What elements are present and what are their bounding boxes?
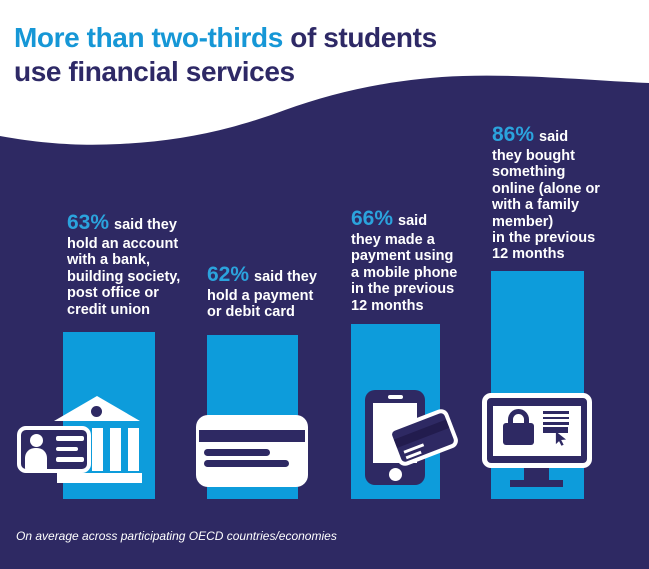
bank-column [110, 428, 121, 471]
title-line-1: More than two-thirds of students [14, 21, 437, 55]
screen-button-bar [543, 427, 568, 433]
title-highlight: More than two-thirds [14, 22, 283, 53]
id-card-text-line [56, 446, 78, 451]
stat-line: in the previous [492, 230, 596, 247]
stat-block-mobile-payment: 66% said they made a payment using a mobi… [351, 208, 457, 314]
online-shopping-icon [482, 393, 592, 487]
bank-icon [17, 392, 143, 484]
stat-line: 12 months [492, 246, 565, 263]
footnote: On average across participating OECD cou… [16, 529, 337, 543]
screen-text-line [543, 416, 569, 419]
stat-block-payment-card: 62% said they hold a payment or debit car… [207, 264, 317, 321]
stat-line: in the previous [351, 281, 455, 298]
stat-percent: 63% [67, 211, 110, 234]
phone-home-button [388, 468, 402, 481]
monitor-screen [493, 406, 581, 456]
stat-lead-line: 86% said [492, 124, 600, 148]
title-line-2: use financial services [14, 56, 295, 87]
monitor-stand-stem [524, 468, 549, 480]
card-detail-line [204, 460, 289, 467]
stat-line: 12 months [351, 297, 424, 314]
monitor-stand-base [510, 480, 563, 487]
title-rest: of students [282, 22, 437, 53]
stat-line: credit union [67, 301, 150, 318]
stat-line: online (alone or [492, 180, 600, 197]
card-magnetic-stripe [199, 430, 305, 442]
stat-line: with a bank, [67, 252, 150, 269]
stat-line: a mobile phone [351, 264, 458, 281]
padlock-icon [503, 423, 534, 445]
stat-line: they bought [492, 148, 575, 164]
stat-lead-rest: said they [254, 269, 317, 285]
stat-line: member) [492, 213, 554, 230]
monitor-frame [482, 393, 592, 468]
mobile-payment-icon [365, 390, 461, 485]
stat-percent: 66% [351, 207, 394, 230]
page-title: More than two-thirds of students use fin… [14, 21, 437, 89]
mouse-cursor-icon [555, 431, 567, 446]
stat-line: building society, [67, 268, 181, 285]
stat-lead-rest: said [539, 129, 569, 145]
padlock-shackle [508, 409, 529, 425]
bank-roof-dot [91, 406, 102, 417]
person-body-icon [25, 448, 47, 469]
stat-line: hold a payment [207, 288, 314, 304]
phone-speaker [388, 395, 403, 399]
card-detail-line [204, 449, 270, 456]
stat-lead-rest: said [398, 213, 428, 229]
stat-line: with a family [492, 197, 580, 214]
stat-line: or debit card [207, 304, 295, 321]
screen-text-line [543, 422, 569, 425]
stat-percent: 86% [492, 123, 535, 146]
stat-line: post office or [67, 285, 159, 302]
bank-base [57, 473, 142, 483]
stat-line: payment using [351, 248, 454, 265]
debit-card-icon [196, 415, 308, 487]
stat-lead-line: 62% said they [207, 264, 317, 288]
stat-lead-line: 66% said [351, 208, 457, 232]
stat-line: they made a [351, 232, 435, 248]
stat-block-online-purchase: 86% said they bought something online (al… [492, 124, 600, 263]
id-card-text-line [56, 457, 84, 462]
bank-column [92, 428, 103, 471]
id-card-icon [17, 426, 91, 473]
stat-block-bank-account: 63% said they hold an account with a bank… [67, 212, 180, 318]
stat-lead-line: 63% said they [67, 212, 180, 236]
stat-line: hold an account [67, 236, 179, 252]
screen-text-line [543, 411, 569, 414]
bank-column [128, 428, 139, 471]
id-card-text-line [56, 436, 84, 441]
person-head-icon [30, 434, 43, 447]
stat-percent: 62% [207, 263, 250, 286]
stat-lead-rest: said they [114, 217, 177, 233]
stat-line: something [492, 164, 566, 181]
